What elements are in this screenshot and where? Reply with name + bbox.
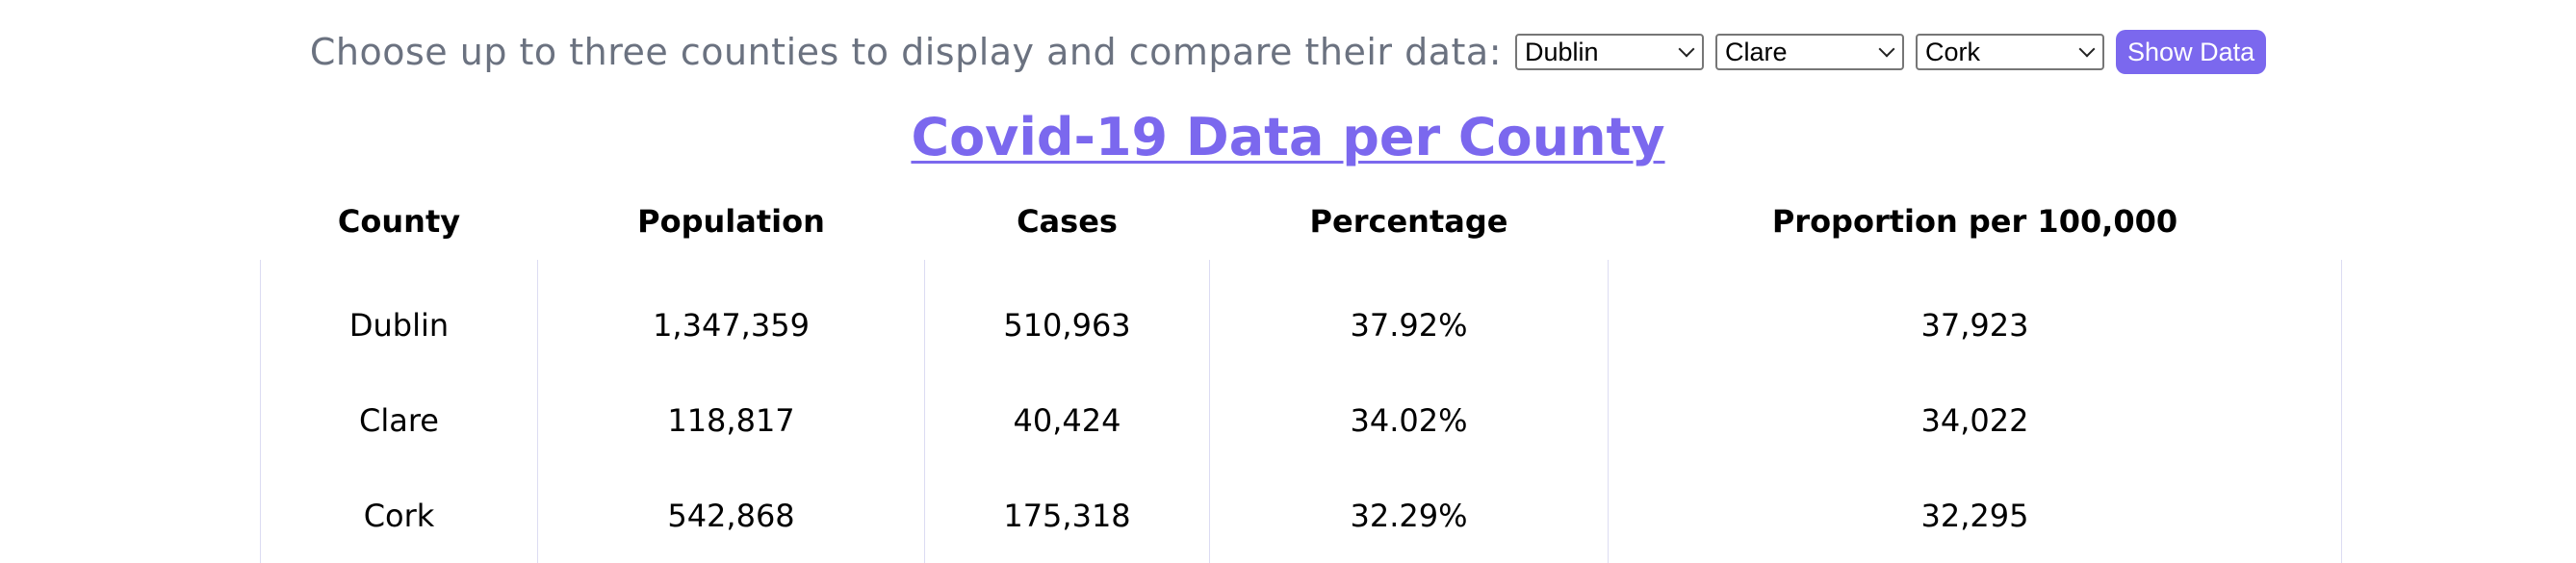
header-proportion: Proportion per 100,000 <box>1771 203 2178 240</box>
header-county: County <box>337 203 461 240</box>
county-selection-prompt: Choose up to three counties to display a… <box>309 31 1503 73</box>
cell-proportion: 37,923 <box>1608 260 2342 372</box>
chevron-down-icon <box>1878 40 1895 58</box>
cell-percentage: 32.29% <box>1209 468 1609 563</box>
cell-county: Clare <box>260 372 538 468</box>
table-row: Dublin 1,347,359 510,963 37.92% 37,923 <box>260 260 2342 372</box>
county-select-3[interactable]: Cork <box>1916 34 2105 70</box>
table-row: Clare 118,817 40,424 34.02% 34,022 <box>260 372 2342 468</box>
table-row: Cork 542,868 175,318 32.29% 32,295 <box>260 468 2342 563</box>
cell-county: Dublin <box>260 260 538 372</box>
cell-proportion: 32,295 <box>1608 468 2342 563</box>
cell-county: Cork <box>260 468 538 563</box>
cell-cases: 40,424 <box>924 372 1210 468</box>
county-select-2-value: Clare <box>1725 37 1788 66</box>
county-select-1[interactable]: Dublin <box>1515 34 1705 70</box>
header-cases: Cases <box>1017 203 1118 240</box>
county-select-1-value: Dublin <box>1525 37 1599 66</box>
county-data-table: County Population Cases Percentage Propo… <box>260 183 2342 563</box>
chevron-down-icon <box>2078 40 2096 58</box>
cell-cases: 175,318 <box>924 468 1210 563</box>
county-select-2[interactable]: Clare <box>1715 34 1905 70</box>
cell-population: 1,347,359 <box>537 260 925 372</box>
county-selection-bar: Choose up to three counties to display a… <box>0 25 2576 79</box>
cell-percentage: 34.02% <box>1209 372 1609 468</box>
chevron-down-icon <box>1678 40 1695 58</box>
cell-proportion: 34,022 <box>1608 372 2342 468</box>
show-data-button[interactable]: Show Data <box>2116 30 2267 74</box>
cell-cases: 510,963 <box>924 260 1210 372</box>
cell-percentage: 37.92% <box>1209 260 1609 372</box>
cell-population: 118,817 <box>537 372 925 468</box>
header-percentage: Percentage <box>1309 203 1508 240</box>
header-population: Population <box>637 203 825 240</box>
cell-population: 542,868 <box>537 468 925 563</box>
table-header-row: County Population Cases Percentage Propo… <box>261 183 2342 260</box>
county-select-3-value: Cork <box>1925 37 1981 66</box>
page-title: Covid-19 Data per County <box>911 107 1665 167</box>
